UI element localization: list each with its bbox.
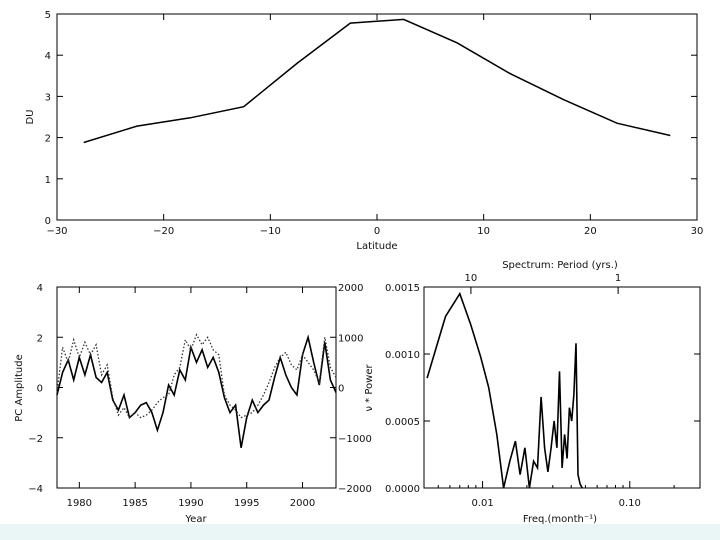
spectrum-chart: 0.01 0.10 10 1 0.0000 0.0005 0.0010 0.0015 Spec…	[364, 260, 701, 525]
latitude-ytick-label: 3	[45, 92, 51, 103]
pc-y2tick-label: 1000	[338, 333, 363, 344]
latitude-plot-frame	[56, 13, 698, 221]
latitude-xtick-label: −10	[260, 226, 281, 237]
spectrum-xlabel: Freq.(month⁻¹)	[523, 514, 597, 525]
latitude-xtick-label: 30	[691, 226, 704, 237]
latitude-series-line	[83, 18, 671, 144]
pc-solid-line	[56, 334, 337, 448]
spectrum-ytick-label: 0.0015	[385, 283, 420, 294]
pc-xlabel: Year	[184, 514, 207, 525]
pc-y2tick-label: 2000	[338, 283, 363, 294]
spectrum-top-tick-label: 1	[615, 273, 621, 284]
pc-dotted-line	[56, 333, 337, 419]
latitude-ytick-label: 1	[45, 175, 51, 186]
spectrum-xtick-label: 0.10	[619, 498, 641, 509]
spectrum-ylabel: ν * Power	[364, 364, 375, 412]
spectrum-title: Spectrum: Period (yrs.)	[502, 260, 618, 271]
spectrum-xtick-label: 0.01	[471, 498, 493, 509]
latitude-ytick-label: 5	[45, 10, 51, 21]
pc-ytick-label: 2	[37, 333, 43, 344]
pc-xtick-label: 1985	[122, 498, 147, 509]
pc-y2tick-label: −2000	[338, 484, 372, 495]
latitude-ytick-label: 4	[45, 51, 51, 62]
latitude-xtick-label: 0	[374, 226, 380, 237]
spectrum-top-tick-label: 10	[465, 273, 478, 284]
pc-xtick-label: 2000	[290, 498, 315, 509]
latitude-xtick-label: −30	[46, 226, 67, 237]
pc-amplitude-chart: 1980 1985 1990 1995 2000 −4 −2 0 2 4 −2000 −1000 0 10…	[14, 283, 372, 525]
latitude-ylabel: DU	[25, 109, 36, 124]
latitude-ytick-label: 0	[45, 216, 51, 227]
spectrum-ytick-label: 0.0005	[385, 417, 420, 428]
spectrum-plot-frame	[423, 286, 701, 489]
pc-xtick-label: 1990	[178, 498, 203, 509]
spectrum-ytick-label: 0.0000	[385, 484, 420, 495]
pc-y2tick-label: −1000	[338, 434, 372, 445]
latitude-xtick-label: 10	[477, 226, 490, 237]
spectrum-ytick-label: 0.0010	[385, 350, 420, 361]
pc-ytick-label: 4	[37, 283, 43, 294]
pc-xtick-label: 1980	[67, 498, 92, 509]
pc-ytick-label: −2	[28, 434, 43, 445]
pc-plot-frame	[56, 286, 337, 489]
latitude-xlabel: Latitude	[356, 241, 397, 252]
pc-ytick-label: −4	[28, 484, 43, 495]
pc-xtick-label: 1995	[234, 498, 259, 509]
latitude-chart: −30 −20 −10 0 10 20 30 0 1 2 3 4 5 Latitude DU	[25, 10, 703, 252]
bottom-strip	[0, 524, 720, 540]
pc-ytick-label: 0	[37, 384, 43, 395]
latitude-ytick-label: 2	[45, 134, 51, 145]
spectrum-line	[426, 291, 583, 489]
pc-ylabel: PC Amplitude	[14, 354, 25, 421]
latitude-xtick-label: 20	[584, 226, 597, 237]
pc-y2tick-label: 0	[338, 384, 344, 395]
latitude-xtick-label: −20	[153, 226, 174, 237]
